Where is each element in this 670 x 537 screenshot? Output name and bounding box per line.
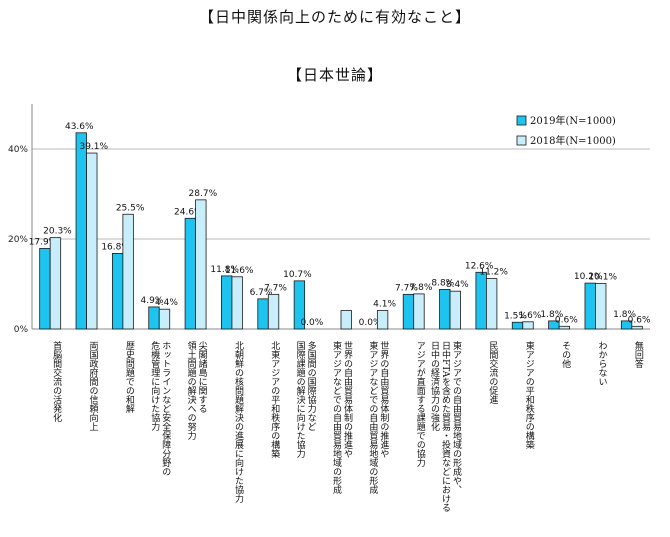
category-label: 北朝鮮の核問題解決の進展に向けた協力 [233,341,244,504]
bar-2019 [184,217,196,330]
data-label-2019: 1.5% [504,311,527,321]
category-label: わからない [596,341,607,386]
data-label-2019: 4.9% [141,296,164,306]
category-label: ホットラインなど安全保障分野の [160,341,171,476]
data-label-2018: 20.3% [43,227,72,237]
data-label-2019: 8.8% [431,278,454,288]
data-label-2018: 1.6% [519,311,542,321]
legend-swatch [516,115,527,126]
category-label: 東アジアでの自由貿易地域の形成や、 [451,340,462,494]
bar-2019 [39,248,51,330]
category-label: 国際課題の解決に向けた協力 [295,341,306,459]
data-label-2019: 6.7% [250,288,273,298]
bar-2019 [511,321,524,330]
chart-subtitle: 【日本世論】 [286,66,383,84]
data-label-2019: 24.6% [174,207,203,217]
legend-label: 2018年(N=1000) [530,134,616,147]
data-label-2018: 11.2% [479,268,508,278]
data-label-2018: 0.6% [628,315,651,325]
category-label: 東アジアなどでの自由貿易地域の形成 [331,340,342,495]
bar-2019 [548,320,560,330]
y-tick-label: 20% [8,235,28,245]
bar-2018 [522,321,534,330]
bar-2018 [340,310,352,330]
category-label: 歴史問題での和解 [124,341,135,414]
category-label: 東アジアなどでの自由貿易地域の形成 [367,340,378,495]
category-label: 世界の自由貿易体制の推進や [378,340,389,458]
data-label-2018: 4.4% [155,298,178,308]
data-label-2019: 1.8% [613,310,636,320]
category-label: 北東アジアの平和秩序の構築 [269,341,280,459]
data-label-2018: 11.6% [225,266,254,276]
bar-2019 [111,252,124,330]
data-label-2018: 28.7% [189,189,218,199]
bar-2019 [475,271,487,330]
bar-2019 [584,282,596,330]
category-label: 危機管理に向けた協力 [149,340,160,432]
bar-2019 [221,275,233,330]
data-label-2019: 10.7% [283,270,312,280]
category-label: 日中の経済協力の強化 [429,341,440,432]
bar-2018 [49,237,62,330]
bar-2018 [449,290,461,330]
bar-2018 [413,293,425,330]
category-label: 民間交流の促進 [487,341,498,405]
data-label-2019: 10.2% [574,272,603,282]
data-label-2018: 7.8% [410,283,433,293]
y-tick-label: 40% [8,145,28,155]
data-label-2018: 39.1% [79,142,108,152]
bar-2019 [148,306,160,330]
bar-2018 [86,152,98,330]
bar-2018 [267,293,280,330]
chart-title: 【日中関係向上のために有効なこと】 [198,8,471,26]
category-label: 領土問題の解決への努力 [186,340,197,441]
category-label: 首脳間交流の活発化 [51,340,62,423]
category-label: 尖閣諸島に関する [197,340,208,413]
category-label: 無回答 [633,340,644,369]
bar-2019 [439,288,451,330]
bar-2019 [75,132,87,330]
bar-2019 [257,298,269,330]
data-label-2018: 25.5% [116,203,145,213]
data-label-2019: 16.8% [101,242,130,252]
bar-2019 [402,293,415,330]
category-label: 両国政府間の信頼向上 [88,341,99,431]
category-label: 世界の自由貿易体制の推進や [342,340,353,458]
bar-2018 [486,278,498,330]
category-label: その他 [560,341,571,369]
bar-2019 [620,320,633,330]
bar-2018 [595,283,607,330]
data-label-2018: 10.1% [588,273,617,283]
bar-2018 [195,199,207,330]
data-label-2018: 8.4% [446,280,469,290]
bar-2018 [122,213,134,330]
data-label-2019: 43.6% [65,122,94,132]
bar-2018 [631,325,643,330]
data-label-2019: 7.7% [395,283,418,293]
data-label-2018: 0.0% [300,318,323,328]
category-label: 東アジアの平和秩序の構築 [524,340,535,450]
data-label-2018: 7.7% [264,283,287,293]
bar-2019 [293,280,306,330]
bar-2018 [376,310,389,330]
bar-2018 [558,325,571,330]
category-label: 日中FTAを含めた貿易・投資などにおける [440,341,451,512]
data-label-2019: 12.6% [465,261,494,271]
data-label-2019: 17.9% [29,237,58,247]
data-label-2018: 4.1% [373,300,396,310]
data-label-2019: 0.0% [359,318,382,328]
bar-2018 [231,276,243,330]
category-label: 多国間の国際協力など [306,340,317,431]
legend-swatch [516,135,527,146]
legend-label: 2019年(N=1000) [530,114,616,127]
data-label-2019: 1.8% [540,310,563,320]
category-label: アジアが直面する課題での協力 [415,341,426,468]
bar-2018 [158,308,171,330]
data-label-2018: 0.6% [555,315,578,325]
data-label-2019: 11.8% [210,265,239,275]
y-tick-label: 0% [14,325,29,335]
